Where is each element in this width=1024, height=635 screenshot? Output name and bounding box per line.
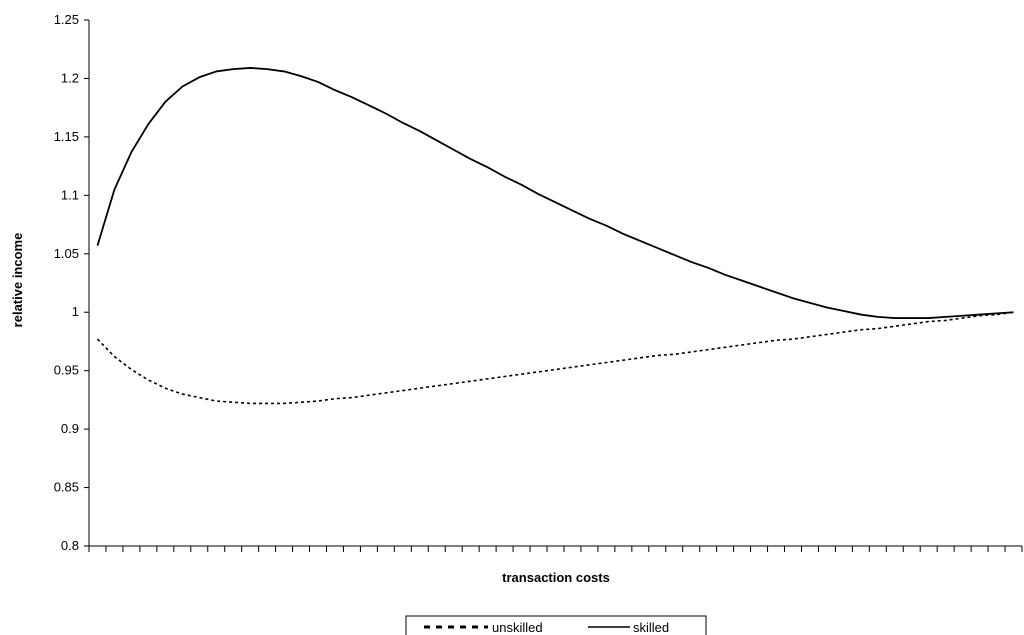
y-tick-label: 0.9: [61, 421, 79, 436]
y-axis-title: relative income: [10, 233, 25, 328]
legend-frame: [405, 615, 707, 635]
y-tick-label: 0.8: [61, 538, 79, 553]
legend: unskilled skilled: [405, 615, 707, 635]
y-tick-label: 1.25: [54, 12, 79, 27]
y-tick-label: 1.15: [54, 129, 79, 144]
series-lines: [96, 67, 1014, 405]
x-axis-title: transaction costs: [502, 570, 610, 585]
y-tick-label: 1.1: [61, 187, 79, 202]
series-line-unskilled: [96, 311, 1014, 405]
y-axis-ticks: 0.8 0.85 0.9 0.95 1 1.05 1.1 1.15 1.2 1.25: [54, 12, 89, 553]
x-axis-ticks: [88, 546, 1023, 552]
y-tick-label: 1.2: [61, 70, 79, 85]
legend-label-skilled: skilled: [633, 620, 669, 635]
legend-label-unskilled: unskilled: [492, 620, 543, 635]
y-tick-label: 0.85: [54, 480, 79, 495]
y-tick-label: 1.05: [54, 246, 79, 261]
y-tick-label: 1: [72, 304, 79, 319]
y-tick-label: 0.95: [54, 363, 79, 378]
series-line-skilled: [96, 67, 1014, 319]
